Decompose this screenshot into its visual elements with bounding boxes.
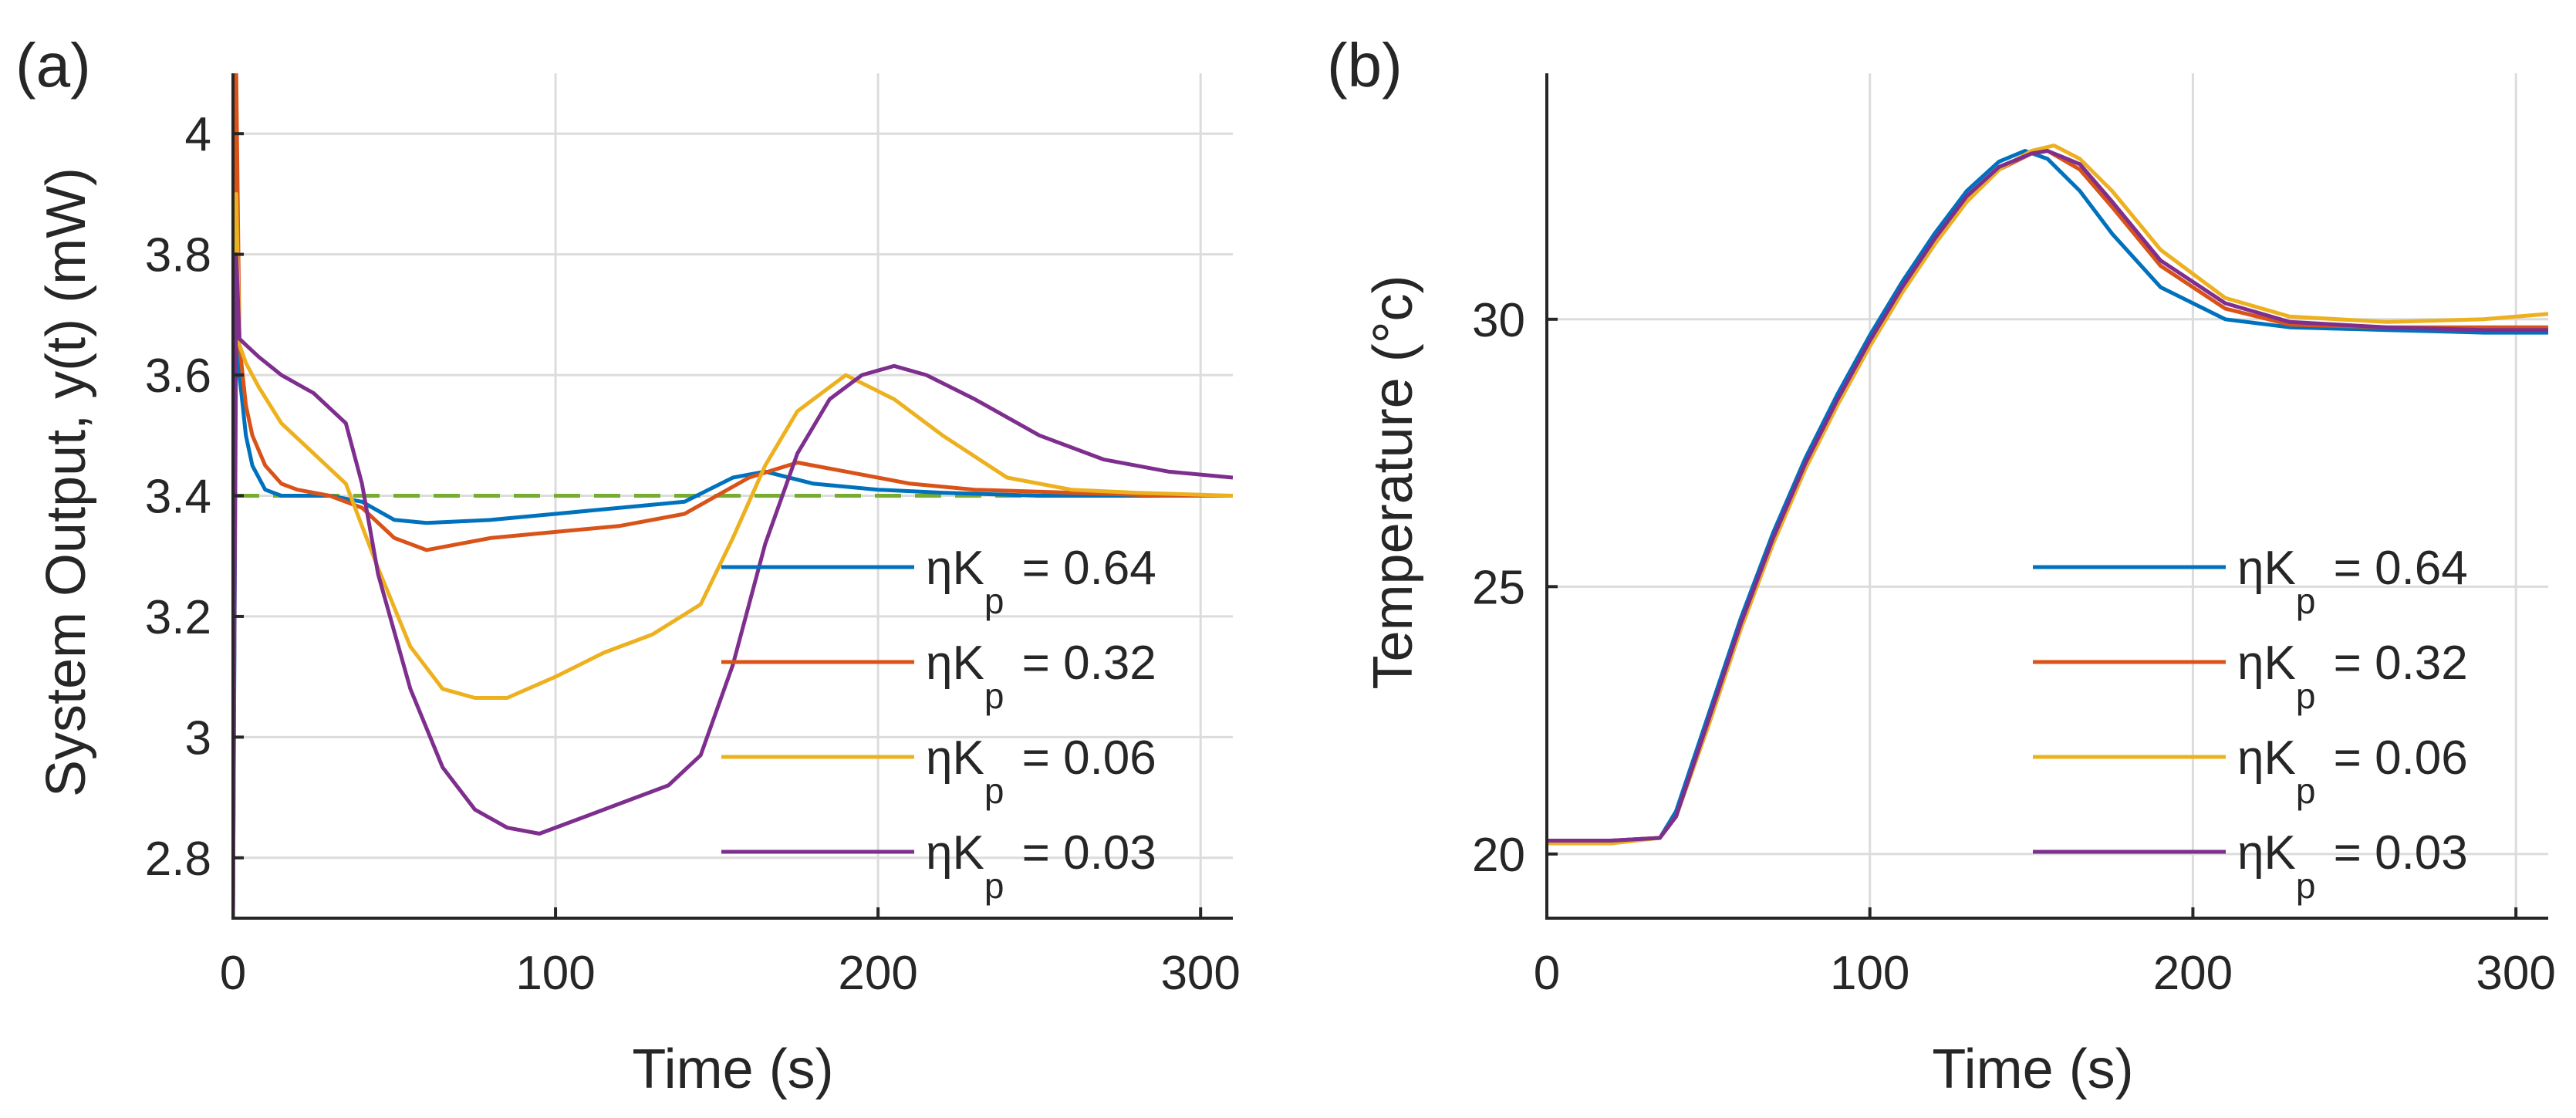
x-tick-label: 100 — [515, 947, 595, 1000]
legend-label-1: ηKp = 0.32 — [2237, 637, 2468, 716]
legend-label-2: ηKp = 0.06 — [2237, 731, 2468, 811]
x-tick-label: 200 — [2153, 947, 2233, 1000]
panel-b-label: (b) — [1327, 31, 1403, 100]
series-line-0 — [233, 312, 1233, 918]
y-tick-label: 20 — [1472, 829, 1525, 882]
series-line-1 — [233, 73, 1233, 918]
panel-a-legend: ηKp = 0.64 ηKp = 0.32 ηKp = 0.06 ηKp = 0.03 — [721, 542, 1156, 906]
panel-a-x-axis-label: Time (s) — [632, 1039, 833, 1100]
legend-label-0: ηKp = 0.64 — [2237, 542, 2468, 621]
x-tick-label: 200 — [838, 947, 917, 1000]
x-tick-label: 0 — [1534, 947, 1560, 1000]
panel-a-label: (a) — [15, 31, 91, 100]
panel-b-axes — [1545, 73, 2548, 920]
panel-b-x-axis-label: Time (s) — [1932, 1039, 2133, 1100]
legend-label-3: ηKp = 0.03 — [2237, 826, 2468, 906]
panel-b-y-axis-label: Temperature (°c) — [1362, 275, 1424, 690]
panel-b: (b) 0 100 200 300 20 25 30 Time (s) Temperatur… — [1327, 31, 2556, 1100]
y-tick-label: 4 — [185, 108, 211, 161]
y-tick-label: 3.6 — [145, 350, 211, 403]
series-line-3 — [233, 252, 1233, 918]
legend-label-2: ηKp = 0.06 — [926, 731, 1156, 811]
y-tick-label: 3.8 — [145, 229, 211, 282]
panel-a-y-axis-label: System Output, y(t) (mW) — [35, 167, 97, 797]
y-tick-label: 30 — [1472, 294, 1525, 347]
panel-b-ticks: 0 100 200 300 20 25 30 — [1472, 294, 2556, 1000]
legend-label-0: ηKp = 0.64 — [926, 542, 1156, 621]
panel-a: (a) 0 100 200 300 2.8 3 3.2 3.4 3.6 3.8 4 Time (s)… — [15, 31, 1241, 1100]
y-tick-label: 25 — [1472, 561, 1525, 614]
panel-a-plot-area — [233, 73, 1233, 918]
series-line-2 — [233, 191, 1233, 918]
series-line-3 — [1547, 149, 2548, 843]
y-tick-label: 3.2 — [145, 591, 211, 644]
y-tick-label: 3.4 — [145, 471, 211, 524]
x-tick-label: 300 — [1160, 947, 1240, 1000]
legend-label-1: ηKp = 0.32 — [926, 637, 1156, 716]
panel-a-ticks: 0 100 200 300 2.8 3 3.2 3.4 3.6 3.8 4 — [145, 108, 1241, 1000]
axis-lines — [1545, 73, 2548, 920]
y-tick-label: 2.8 — [145, 833, 211, 886]
panel-b-legend: ηKp = 0.64 ηKp = 0.32 ηKp = 0.06 ηKp = 0.03 — [2033, 542, 2468, 906]
y-tick-label: 3 — [185, 711, 211, 765]
legend-label-3: ηKp = 0.03 — [926, 826, 1156, 906]
x-tick-label: 100 — [1830, 947, 1909, 1000]
x-tick-label: 300 — [2476, 947, 2555, 1000]
panel-b-grid — [1545, 73, 2548, 918]
x-tick-label: 0 — [220, 947, 246, 1000]
panel-b-plot-area — [1547, 144, 2548, 846]
